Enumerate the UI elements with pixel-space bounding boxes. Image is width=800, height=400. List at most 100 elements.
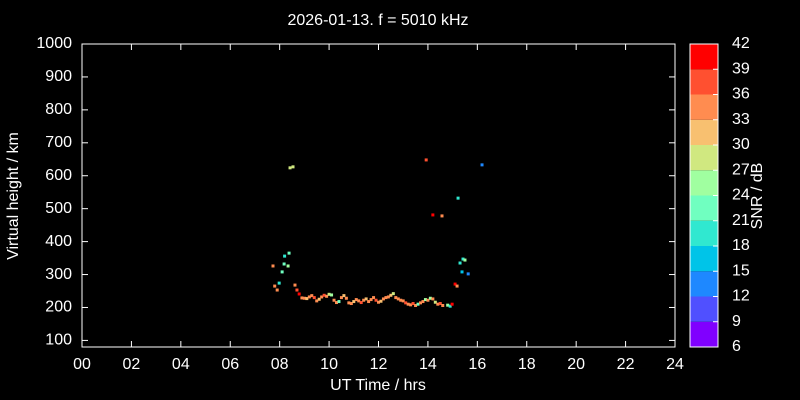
colorbar-band [690, 145, 718, 171]
data-point [282, 262, 286, 266]
y-tick-label: 200 [45, 299, 72, 316]
data-point [406, 302, 410, 306]
data-point [424, 158, 428, 162]
data-point [414, 304, 418, 308]
data-point [320, 295, 324, 299]
colorbar-tick-label: 33 [732, 111, 750, 128]
colorbar-tick-label: 24 [732, 187, 750, 204]
data-point [450, 302, 454, 306]
data-point [438, 302, 442, 306]
x-tick-label: 18 [518, 356, 536, 373]
data-point [275, 288, 279, 292]
data-point [339, 296, 343, 300]
y-tick-label: 1000 [36, 35, 72, 52]
data-point [384, 296, 388, 300]
data-point [315, 299, 319, 303]
data-point [317, 297, 321, 301]
data-point [463, 258, 467, 262]
data-point [377, 300, 380, 304]
data-point [273, 284, 277, 288]
x-tick-label: 16 [468, 356, 486, 373]
colorbar-band [690, 220, 718, 246]
colorbar-tick-label: 15 [732, 262, 750, 279]
data-point [391, 292, 395, 296]
data-point [460, 270, 464, 274]
data-point [419, 301, 423, 305]
data-point [300, 296, 304, 300]
data-point [367, 300, 371, 304]
data-point [426, 298, 430, 302]
colorbar-band [690, 119, 718, 145]
data-point [372, 296, 376, 300]
data-point [362, 298, 366, 302]
data-point [334, 301, 338, 305]
data-point [448, 304, 452, 308]
data-point [287, 251, 291, 255]
data-point [312, 296, 316, 300]
x-tick-label: 00 [73, 356, 91, 373]
colorbar-tick-label: 27 [732, 161, 750, 178]
data-point [389, 293, 393, 297]
data-point [431, 297, 435, 301]
data-point [423, 298, 427, 302]
data-point [411, 302, 415, 306]
data-point [307, 295, 311, 299]
data-point [446, 303, 450, 307]
data-point [421, 300, 425, 304]
data-point [344, 296, 348, 300]
data-point [327, 292, 331, 296]
y-tick-label: 500 [45, 200, 72, 217]
data-point [428, 296, 432, 300]
colorbar-tick-label: 6 [732, 338, 741, 355]
data-point [455, 284, 459, 288]
data-point [433, 300, 437, 304]
colorbar-band [690, 321, 718, 347]
colorbar-tick-label: 9 [732, 313, 741, 330]
data-point [347, 301, 351, 305]
data-point [401, 299, 405, 303]
x-tick-label: 10 [320, 356, 338, 373]
x-tick-label: 22 [617, 356, 635, 373]
data-point [310, 294, 314, 298]
data-point [461, 257, 465, 261]
data-point [436, 302, 440, 306]
data-point [458, 261, 462, 265]
colorbar-tick-label: 39 [732, 60, 750, 77]
colorbar-tick-label: 18 [732, 237, 750, 254]
data-point [302, 296, 306, 300]
data-point [293, 283, 297, 287]
colorbar-band [690, 271, 718, 297]
data-point [456, 196, 460, 200]
x-tick-label: 08 [271, 356, 289, 373]
data-point [280, 270, 284, 274]
y-tick-label: 900 [45, 68, 72, 85]
data-point [342, 294, 346, 298]
data-point [325, 294, 329, 298]
data-point [374, 298, 378, 302]
y-tick-label: 700 [45, 134, 72, 151]
data-point [337, 300, 341, 304]
chart-title: 2026-01-13. f = 5010 kHz [287, 12, 468, 29]
colorbar-tick-label: 42 [732, 35, 750, 52]
x-tick-label: 02 [123, 356, 141, 373]
colorbar-tick-label: 30 [732, 136, 750, 153]
data-point [396, 297, 400, 301]
data-point [352, 300, 356, 304]
data-point [354, 298, 358, 302]
data-point [480, 163, 484, 167]
data-point [404, 301, 408, 305]
x-tick-label: 12 [370, 356, 388, 373]
data-point [277, 281, 281, 285]
data-point [295, 288, 299, 292]
colorbar-band [690, 296, 718, 322]
data-point [291, 165, 295, 169]
x-tick-label: 04 [172, 356, 190, 373]
colorbar-band [690, 94, 718, 120]
colorbar-tick-label: 36 [732, 86, 750, 103]
data-point [369, 298, 373, 302]
y-tick-label: 400 [45, 233, 72, 250]
data-point [431, 213, 435, 217]
x-tick-label: 14 [419, 356, 437, 373]
data-point [349, 302, 353, 306]
